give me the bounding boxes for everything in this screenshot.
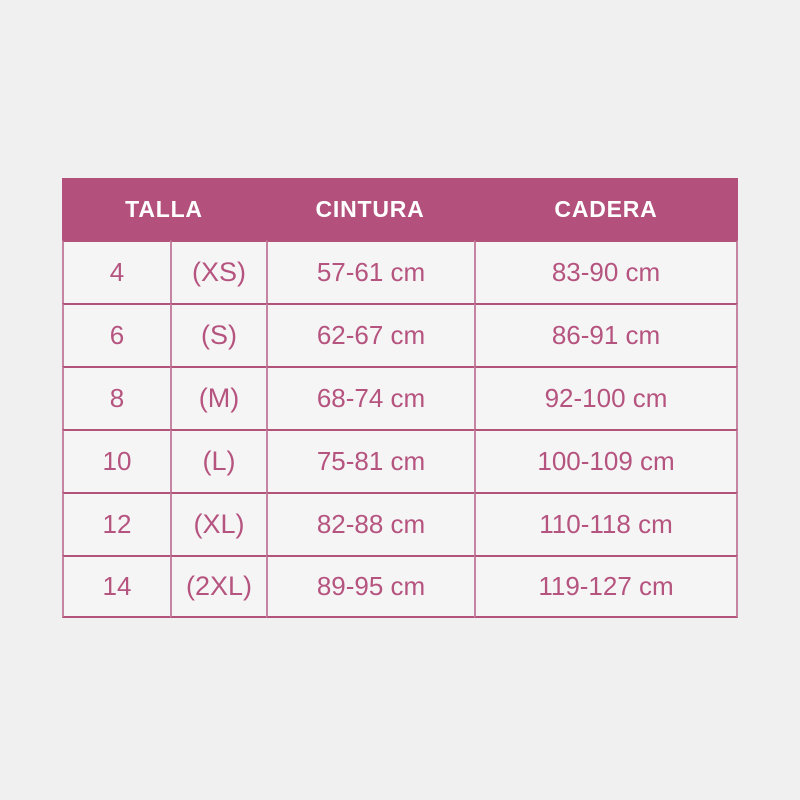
- cell-size-letter: (L): [170, 429, 267, 492]
- cell-hip: 83-90 cm: [474, 240, 739, 303]
- table-header: TALLA CINTURA CADERA: [62, 178, 739, 240]
- cell-size-number: 4: [62, 240, 170, 303]
- cell-waist: 75-81 cm: [266, 429, 475, 492]
- cell-size-number: 10: [62, 429, 170, 492]
- table-row: 8 (M) 68-74 cm 92-100 cm: [62, 366, 739, 429]
- cell-hip: 86-91 cm: [474, 303, 739, 366]
- cell-size-letter: (2XL): [170, 555, 267, 618]
- cell-size-letter: (XL): [170, 492, 267, 555]
- header-cell-talla: TALLA: [62, 178, 267, 240]
- cell-size-letter: (S): [170, 303, 267, 366]
- cell-size-number: 8: [62, 366, 170, 429]
- header-row: TALLA CINTURA CADERA: [62, 178, 739, 240]
- table-row: 12 (XL) 82-88 cm 110-118 cm: [62, 492, 739, 555]
- table-row: 14 (2XL) 89-95 cm 119-127 cm: [62, 555, 739, 618]
- cell-hip: 110-118 cm: [474, 492, 739, 555]
- table-row: 4 (XS) 57-61 cm 83-90 cm: [62, 240, 739, 303]
- cell-size-letter: (XS): [170, 240, 267, 303]
- cell-waist: 62-67 cm: [266, 303, 475, 366]
- table-row: 6 (S) 62-67 cm 86-91 cm: [62, 303, 739, 366]
- cell-waist: 82-88 cm: [266, 492, 475, 555]
- cell-waist: 57-61 cm: [266, 240, 475, 303]
- cell-hip: 119-127 cm: [474, 555, 739, 618]
- header-cell-cintura: CINTURA: [266, 178, 475, 240]
- cell-size-number: 12: [62, 492, 170, 555]
- cell-hip: 100-109 cm: [474, 429, 739, 492]
- cell-size-number: 14: [62, 555, 170, 618]
- cell-hip: 92-100 cm: [474, 366, 739, 429]
- cell-size-letter: (M): [170, 366, 267, 429]
- cell-waist: 89-95 cm: [266, 555, 475, 618]
- header-cell-cadera: CADERA: [474, 178, 739, 240]
- table-row: 10 (L) 75-81 cm 100-109 cm: [62, 429, 739, 492]
- table-body: 4 (XS) 57-61 cm 83-90 cm 6 (S) 62-67 cm …: [62, 240, 739, 618]
- cell-size-number: 6: [62, 303, 170, 366]
- size-chart-table: TALLA CINTURA CADERA 4 (XS) 57-61 cm 83-…: [62, 178, 739, 618]
- cell-waist: 68-74 cm: [266, 366, 475, 429]
